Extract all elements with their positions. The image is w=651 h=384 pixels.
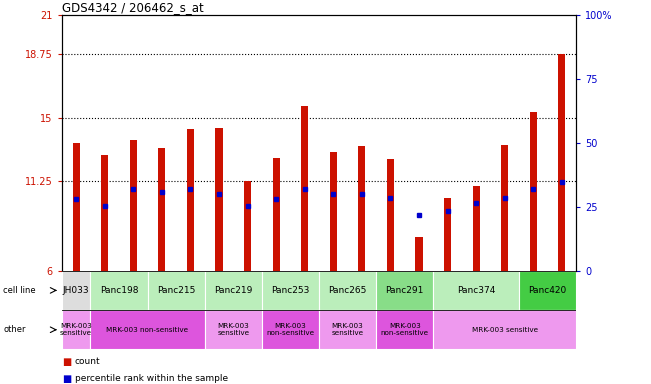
- Text: MRK-003 non-sensitive: MRK-003 non-sensitive: [107, 327, 189, 333]
- Bar: [204, 271, 262, 310]
- Text: Panc265: Panc265: [328, 286, 367, 295]
- Bar: [90, 310, 204, 349]
- Bar: [148, 271, 204, 310]
- Text: MRK-003
non-sensitive: MRK-003 non-sensitive: [266, 323, 314, 336]
- Bar: [530, 113, 537, 271]
- Text: GDS4342 / 206462_s_at: GDS4342 / 206462_s_at: [62, 1, 204, 14]
- Text: other: other: [3, 325, 26, 334]
- Bar: [473, 185, 480, 271]
- Text: MRK-003
sensitive: MRK-003 sensitive: [217, 323, 249, 336]
- Text: Panc291: Panc291: [385, 286, 424, 295]
- Bar: [376, 271, 434, 310]
- Bar: [273, 158, 280, 271]
- Text: Panc198: Panc198: [100, 286, 138, 295]
- Text: Panc253: Panc253: [271, 286, 310, 295]
- Bar: [72, 143, 79, 271]
- Text: Panc219: Panc219: [214, 286, 253, 295]
- Bar: [158, 148, 165, 271]
- Text: MRK-003 sensitive: MRK-003 sensitive: [471, 327, 538, 333]
- Text: count: count: [75, 357, 100, 366]
- Bar: [319, 271, 376, 310]
- Text: ■: ■: [62, 374, 71, 384]
- Bar: [501, 145, 508, 271]
- Text: cell line: cell line: [3, 286, 36, 295]
- Bar: [434, 271, 519, 310]
- Bar: [62, 310, 90, 349]
- Bar: [444, 197, 451, 271]
- Text: JH033: JH033: [62, 286, 89, 295]
- Bar: [101, 155, 108, 271]
- Bar: [319, 310, 376, 349]
- Bar: [329, 152, 337, 271]
- Text: Panc420: Panc420: [529, 286, 566, 295]
- Bar: [187, 129, 194, 271]
- Bar: [301, 106, 309, 271]
- Bar: [519, 271, 576, 310]
- Bar: [62, 271, 90, 310]
- Bar: [434, 310, 576, 349]
- Text: Panc215: Panc215: [157, 286, 195, 295]
- Bar: [376, 310, 434, 349]
- Bar: [204, 310, 262, 349]
- Bar: [559, 54, 566, 271]
- Text: MRK-003
non-sensitive: MRK-003 non-sensitive: [381, 323, 429, 336]
- Bar: [130, 140, 137, 271]
- Text: percentile rank within the sample: percentile rank within the sample: [75, 374, 228, 383]
- Bar: [215, 128, 223, 271]
- Bar: [244, 181, 251, 271]
- Text: MRK-003
sensitive: MRK-003 sensitive: [60, 323, 92, 336]
- Text: MRK-003
sensitive: MRK-003 sensitive: [331, 323, 364, 336]
- Bar: [262, 310, 319, 349]
- Text: Panc374: Panc374: [457, 286, 495, 295]
- Bar: [262, 271, 319, 310]
- Text: ■: ■: [62, 356, 71, 367]
- Bar: [358, 146, 365, 271]
- Bar: [387, 159, 394, 271]
- Bar: [90, 271, 148, 310]
- Bar: [415, 237, 422, 271]
